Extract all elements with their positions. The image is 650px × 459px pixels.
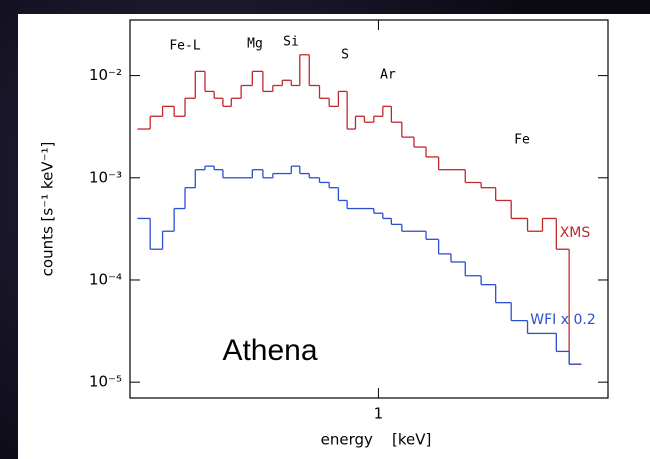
annotation: Ar <box>380 68 396 83</box>
annotation: Athena <box>222 334 317 367</box>
y-tick-label: 10⁻³ <box>89 168 122 186</box>
annotation: Mg <box>247 37 263 52</box>
y-tick-label: 10⁻⁵ <box>89 373 122 391</box>
y-axis-label: counts [s⁻¹ keV⁻¹] <box>39 142 57 277</box>
series-label: XMS <box>560 225 591 241</box>
series-label: WFI x 0.2 <box>530 312 595 328</box>
chart-background <box>18 14 650 459</box>
annotation: Si <box>283 35 299 50</box>
annotation: Fe <box>514 133 530 148</box>
x-axis-label: energy [keV] <box>321 431 432 449</box>
y-tick-label: 10⁻² <box>89 66 122 84</box>
annotation: Fe-L <box>169 39 200 54</box>
plot-frame <box>129 19 609 399</box>
y-tick-label: 10⁻⁴ <box>89 270 122 288</box>
x-tick-label: 1 <box>374 405 384 423</box>
annotation: S <box>341 48 349 63</box>
